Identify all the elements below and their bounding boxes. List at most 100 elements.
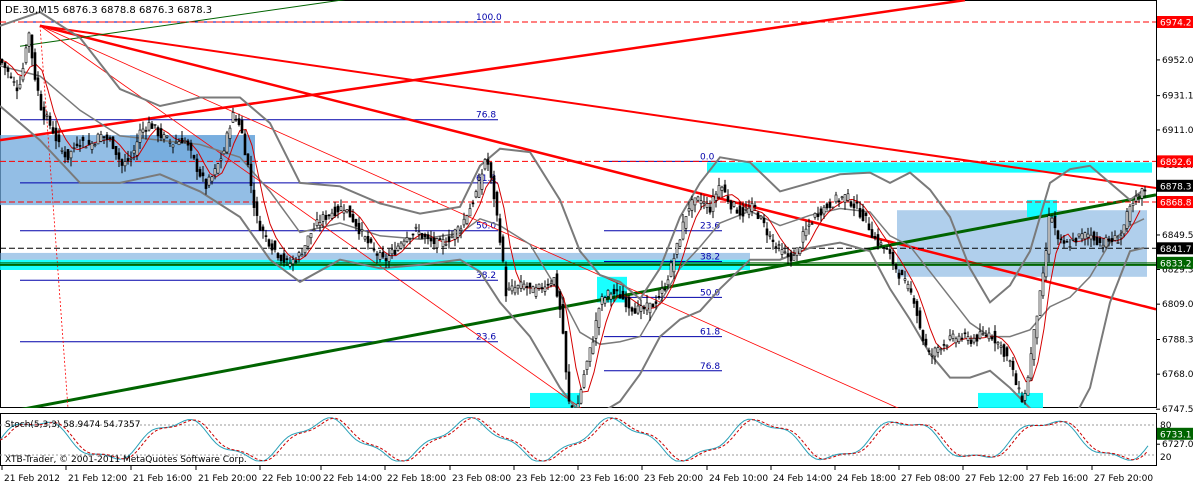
y-tick-label-2: 6911.0 [1162, 126, 1194, 136]
candle-body-299 [897, 272, 901, 279]
candle-body-33 [99, 134, 103, 142]
candle-body-258 [774, 246, 778, 248]
candle-body-304 [912, 298, 916, 304]
candle-body-169 [507, 287, 511, 291]
candle-body-154 [462, 218, 466, 226]
candle-body-124 [372, 248, 376, 251]
candle-body-144 [432, 237, 436, 245]
price-tag-bg-2 [1157, 179, 1193, 192]
candle-body-244 [732, 201, 736, 207]
candle-body-276 [828, 202, 832, 208]
candle-body-44 [132, 150, 136, 154]
price-tag-bg-4 [1157, 242, 1193, 255]
candle-body-274 [822, 206, 826, 215]
candle-body-374 [1122, 224, 1126, 235]
candle-body-219 [657, 295, 661, 298]
candle-body-305 [915, 301, 919, 316]
candle-body-84 [252, 189, 256, 208]
candle-body-290 [870, 229, 874, 238]
fib-label-10: 50.0 [700, 288, 720, 298]
candle-body-156 [468, 208, 472, 217]
candle-body-109 [327, 214, 331, 217]
candle-body-199 [597, 307, 601, 328]
candle-body-40 [120, 159, 124, 166]
candle-body-170 [510, 285, 514, 292]
candle-body-312 [936, 347, 940, 353]
candle-body-74 [222, 150, 226, 155]
candle-body-104 [312, 229, 316, 232]
candle-body-174 [522, 283, 526, 290]
candle-body-81 [243, 133, 247, 156]
candle-body-294 [882, 247, 886, 249]
candle-body-60 [180, 137, 184, 144]
candle-body-113 [339, 206, 343, 211]
candle-body-160 [480, 173, 484, 190]
candle-body-201 [603, 297, 607, 304]
x-tick-label-10: 23 Feb 20:00 [644, 474, 703, 484]
candle-body-330 [990, 336, 994, 340]
candle-body-141 [423, 233, 427, 238]
x-tick-label-14: 27 Feb 08:00 [901, 474, 960, 484]
candle-body-319 [957, 335, 961, 343]
candle-body-293 [879, 242, 883, 245]
candle-body-289 [867, 223, 871, 231]
candle-body-309 [927, 350, 931, 352]
bollinger-lower [0, 105, 1145, 408]
candle-body-270 [810, 223, 814, 225]
candle-body-58 [174, 142, 178, 144]
candle-body-329 [987, 332, 991, 340]
candle-body-281 [843, 194, 847, 203]
candle-body-8 [24, 47, 28, 63]
candle-body-204 [612, 288, 616, 295]
candle-body-324 [972, 338, 976, 343]
price-tags: 6974.2 6892.6 6878.3 6868.8 6841.7 6833.2 6733… [1157, 16, 1193, 440]
candle-body-249 [747, 207, 751, 215]
bollinger-middle [0, 65, 1145, 346]
candle-body-182 [546, 283, 550, 286]
x-tick-label-8: 23 Feb 12:00 [516, 474, 575, 484]
candle-body-75 [225, 132, 229, 153]
candle-body-228 [684, 215, 688, 229]
candle-body-139 [417, 231, 421, 235]
price-tag-label-4: 6841.7 [1160, 245, 1192, 255]
candle-body-216 [648, 302, 652, 314]
candle-body-98 [294, 260, 298, 263]
candle-body-245 [735, 209, 739, 214]
candle-body-345 [1035, 315, 1039, 339]
candle-body-24 [72, 147, 76, 149]
candle-body-205 [615, 289, 619, 292]
candle-body-211 [633, 308, 637, 314]
candle-body-317 [951, 333, 955, 339]
candle-body-80 [240, 120, 244, 134]
y-tick-label-8: 6788.3 [1162, 336, 1194, 346]
candle-body-217 [651, 303, 655, 308]
candle-body-150 [450, 235, 454, 238]
x-tick-label-0: 21 Feb 2012 [4, 474, 60, 484]
candle-body-16 [48, 115, 52, 126]
candle-body-36 [108, 137, 112, 139]
candle-body-376 [1128, 205, 1132, 222]
candle-body-158 [474, 191, 478, 198]
candle-body-269 [807, 224, 811, 227]
bollinger-upper [0, 10, 1145, 304]
candle-body-366 [1098, 238, 1102, 243]
candle-body-338 [1014, 373, 1018, 386]
candle-body-128 [384, 258, 388, 262]
candle-body-263 [789, 252, 793, 262]
candle-body-369 [1107, 238, 1111, 242]
candle-body-367 [1101, 244, 1105, 248]
candle-body-322 [966, 336, 970, 341]
candle-body-143 [429, 238, 433, 242]
candle-body-220 [660, 288, 664, 294]
x-tick-label-12: 24 Feb 14:00 [773, 474, 832, 484]
candle-body-279 [837, 200, 841, 203]
candle-body-371 [1113, 235, 1117, 241]
x-tick-label-2: 21 Feb 16:00 [133, 474, 192, 484]
candle-body-171 [513, 287, 517, 294]
candle-body-65 [195, 158, 199, 172]
trend-lines [0, 0, 1156, 408]
candle-body-301 [903, 278, 907, 281]
candle-body-326 [978, 331, 982, 339]
candle-body-6 [18, 83, 22, 89]
